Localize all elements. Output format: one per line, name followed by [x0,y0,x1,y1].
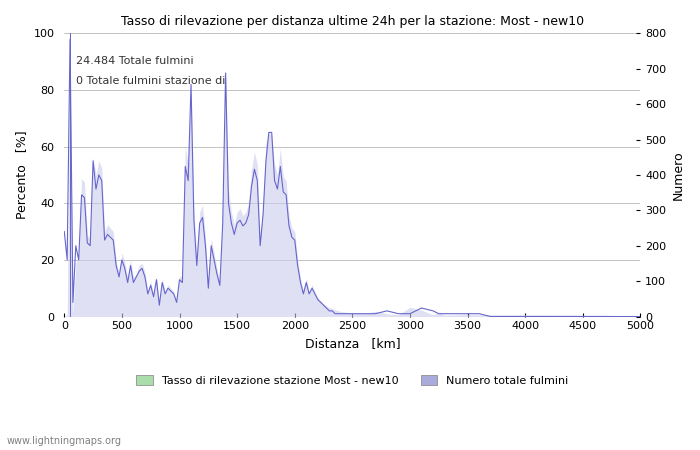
X-axis label: Distanza   [km]: Distanza [km] [304,337,400,350]
Text: 0 Totale fulmini stazione di: 0 Totale fulmini stazione di [76,76,225,86]
Text: 24.484 Totale fulmini: 24.484 Totale fulmini [76,56,193,66]
Title: Tasso di rilevazione per distanza ultime 24h per la stazione: Most - new10: Tasso di rilevazione per distanza ultime… [121,15,584,28]
Legend: Tasso di rilevazione stazione Most - new10, Numero totale fulmini: Tasso di rilevazione stazione Most - new… [132,371,573,390]
Text: www.lightningmaps.org: www.lightningmaps.org [7,436,122,446]
Y-axis label: Percento   [%]: Percento [%] [15,130,28,219]
Y-axis label: Numero: Numero [672,150,685,200]
